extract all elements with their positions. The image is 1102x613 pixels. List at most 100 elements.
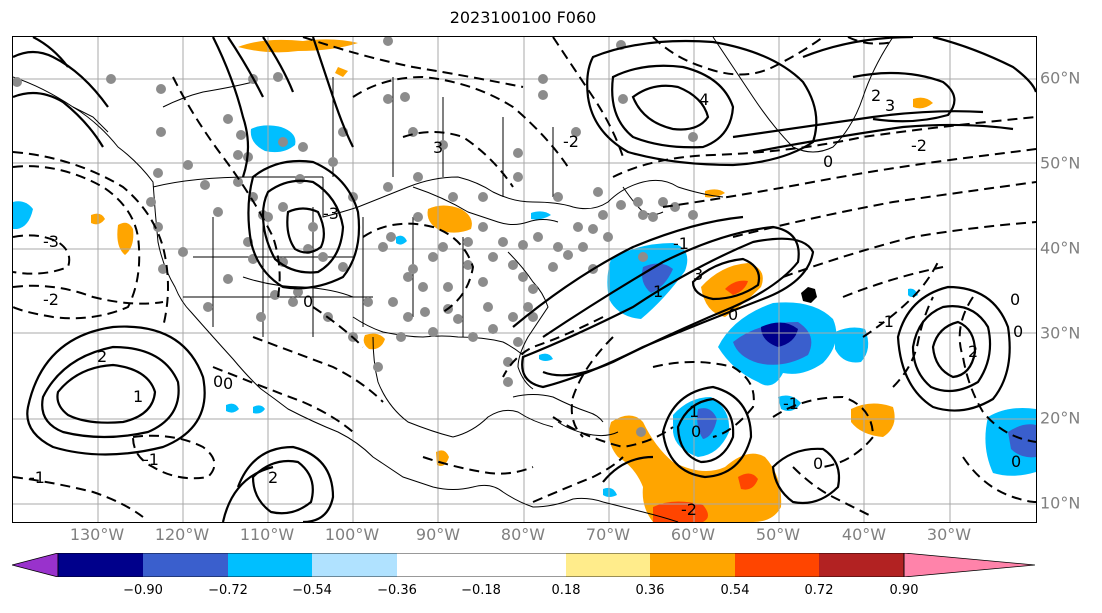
lon-label: 100°W bbox=[324, 525, 380, 544]
colorbar-tick: −0.90 bbox=[123, 583, 163, 598]
shade-strong-positive bbox=[725, 280, 748, 295]
contour-label: -3 bbox=[43, 232, 59, 251]
lat-label: 40°N bbox=[1040, 238, 1081, 258]
lon-label: 50°W bbox=[755, 525, 801, 544]
shade-positive bbox=[851, 403, 895, 437]
contour-label: -2 bbox=[43, 290, 59, 309]
lon-label: 90°W bbox=[415, 525, 461, 544]
contour-label: -2 bbox=[911, 136, 927, 155]
colorbar-extend-left bbox=[12, 553, 59, 577]
contour-label: 3 bbox=[693, 265, 703, 284]
colorbar-tick: 0.72 bbox=[804, 583, 834, 598]
colorbar-segment bbox=[566, 553, 650, 577]
shade-negative bbox=[253, 405, 265, 414]
contour-label: 0 bbox=[303, 292, 313, 311]
contour-label: 3 bbox=[433, 138, 443, 157]
colorbar-segment bbox=[397, 553, 566, 577]
contour-label: 1 bbox=[653, 282, 663, 301]
contour-label: 1 bbox=[133, 387, 143, 406]
lat-label: 20°N bbox=[1040, 408, 1081, 428]
lat-label: 10°N bbox=[1040, 493, 1081, 513]
station-dots bbox=[13, 37, 698, 437]
shade-positive bbox=[609, 415, 782, 522]
lon-label: 60°W bbox=[670, 525, 716, 544]
contour-label: -1 bbox=[143, 450, 159, 469]
colorbar-tick: 0.54 bbox=[720, 583, 750, 598]
colorbar-segment bbox=[228, 553, 312, 577]
contour-label: 3 bbox=[885, 96, 895, 115]
shade-strong-negative bbox=[697, 408, 717, 439]
lon-label: 120°W bbox=[154, 525, 210, 544]
contour-label: -2 bbox=[681, 500, 697, 519]
shade-negative bbox=[539, 353, 553, 361]
contour-label: 2 bbox=[268, 468, 278, 487]
colorbar bbox=[12, 553, 1035, 577]
shade-positive bbox=[363, 333, 385, 350]
map-title: 2023100100 F060 bbox=[449, 8, 597, 27]
shade-positive bbox=[117, 222, 134, 255]
contour-label: 0 bbox=[813, 454, 823, 473]
contour-labels: 4 2 3 0 -2 3 -2 -3 -3 -2 2 1 0 2 -1 -1 0… bbox=[29, 86, 1023, 519]
colorbar-tick: 0.18 bbox=[551, 583, 581, 598]
shade-positive bbox=[913, 97, 933, 109]
colorbar-tick: −0.54 bbox=[292, 583, 332, 598]
shade-negative bbox=[250, 125, 296, 153]
lat-label: 50°N bbox=[1040, 153, 1081, 173]
contour-label: -3 bbox=[323, 204, 339, 223]
shade-positive bbox=[335, 67, 348, 77]
contour-label: -1 bbox=[29, 468, 45, 487]
lat-label: 60°N bbox=[1040, 68, 1081, 88]
contour-label: -2 bbox=[563, 132, 579, 151]
shade-positive bbox=[238, 39, 358, 53]
shade-negative bbox=[531, 211, 551, 220]
contour-label: 0 bbox=[223, 374, 233, 393]
shade-negative bbox=[13, 201, 33, 229]
lon-label: 130°W bbox=[69, 525, 125, 544]
map-panel: 4 2 3 0 -2 3 -2 -3 -3 -2 2 1 0 2 -1 -1 0… bbox=[12, 36, 1037, 523]
contour-label: -1 bbox=[673, 234, 689, 253]
lat-label: 30°N bbox=[1040, 323, 1081, 343]
shade-strong-negative bbox=[1008, 424, 1036, 458]
contour-label: 0 bbox=[1013, 322, 1023, 341]
colorbar-segment bbox=[735, 553, 819, 577]
colorbar-segment bbox=[819, 553, 904, 577]
colorbar-tick: −0.18 bbox=[461, 583, 501, 598]
contour-label: 0 bbox=[1011, 452, 1021, 471]
colorbar-segment bbox=[650, 553, 735, 577]
shade-strong-positive bbox=[738, 473, 758, 490]
contour-label: 1 bbox=[689, 402, 699, 421]
positive-contours bbox=[13, 37, 1036, 522]
contour-label: 0 bbox=[691, 422, 701, 441]
map-canvas: 4 2 3 0 -2 3 -2 -3 -3 -2 2 1 0 2 -1 -1 0… bbox=[13, 37, 1036, 522]
storm-marker bbox=[801, 287, 817, 303]
contour-label: -1 bbox=[783, 394, 799, 413]
shade-positive bbox=[427, 205, 472, 233]
contour-label: 0 bbox=[728, 305, 738, 324]
shade-negative bbox=[778, 395, 801, 411]
shade-negative bbox=[226, 403, 239, 413]
colorbar-tick: 0.90 bbox=[889, 583, 919, 598]
lon-label: 110°W bbox=[239, 525, 295, 544]
colorbar-segment bbox=[312, 553, 397, 577]
colorbar-segment bbox=[143, 553, 228, 577]
lon-label: 80°W bbox=[500, 525, 546, 544]
colorbar-extend-right bbox=[903, 553, 1035, 577]
contour-label: 4 bbox=[699, 90, 709, 109]
contour-label: 0 bbox=[823, 152, 833, 171]
lon-label: 30°W bbox=[926, 525, 972, 544]
contour-label: 0 bbox=[213, 372, 223, 391]
colorbar-outline bbox=[57, 553, 905, 577]
contour-label: 0 bbox=[1010, 290, 1020, 309]
contour-label: 2 bbox=[97, 347, 107, 366]
colorbar-tick: −0.72 bbox=[208, 583, 248, 598]
shade-negative bbox=[603, 487, 617, 497]
colorbar-tick: 0.36 bbox=[635, 583, 665, 598]
colorbar-segment bbox=[58, 553, 143, 577]
contour-label: 2 bbox=[968, 342, 978, 361]
shade-negative bbox=[835, 327, 869, 363]
contour-label: -1 bbox=[878, 312, 894, 331]
colorbar-tick: −0.36 bbox=[377, 583, 417, 598]
lon-label: 70°W bbox=[585, 525, 631, 544]
shade-negative bbox=[396, 235, 407, 245]
lon-label: 40°W bbox=[841, 525, 887, 544]
